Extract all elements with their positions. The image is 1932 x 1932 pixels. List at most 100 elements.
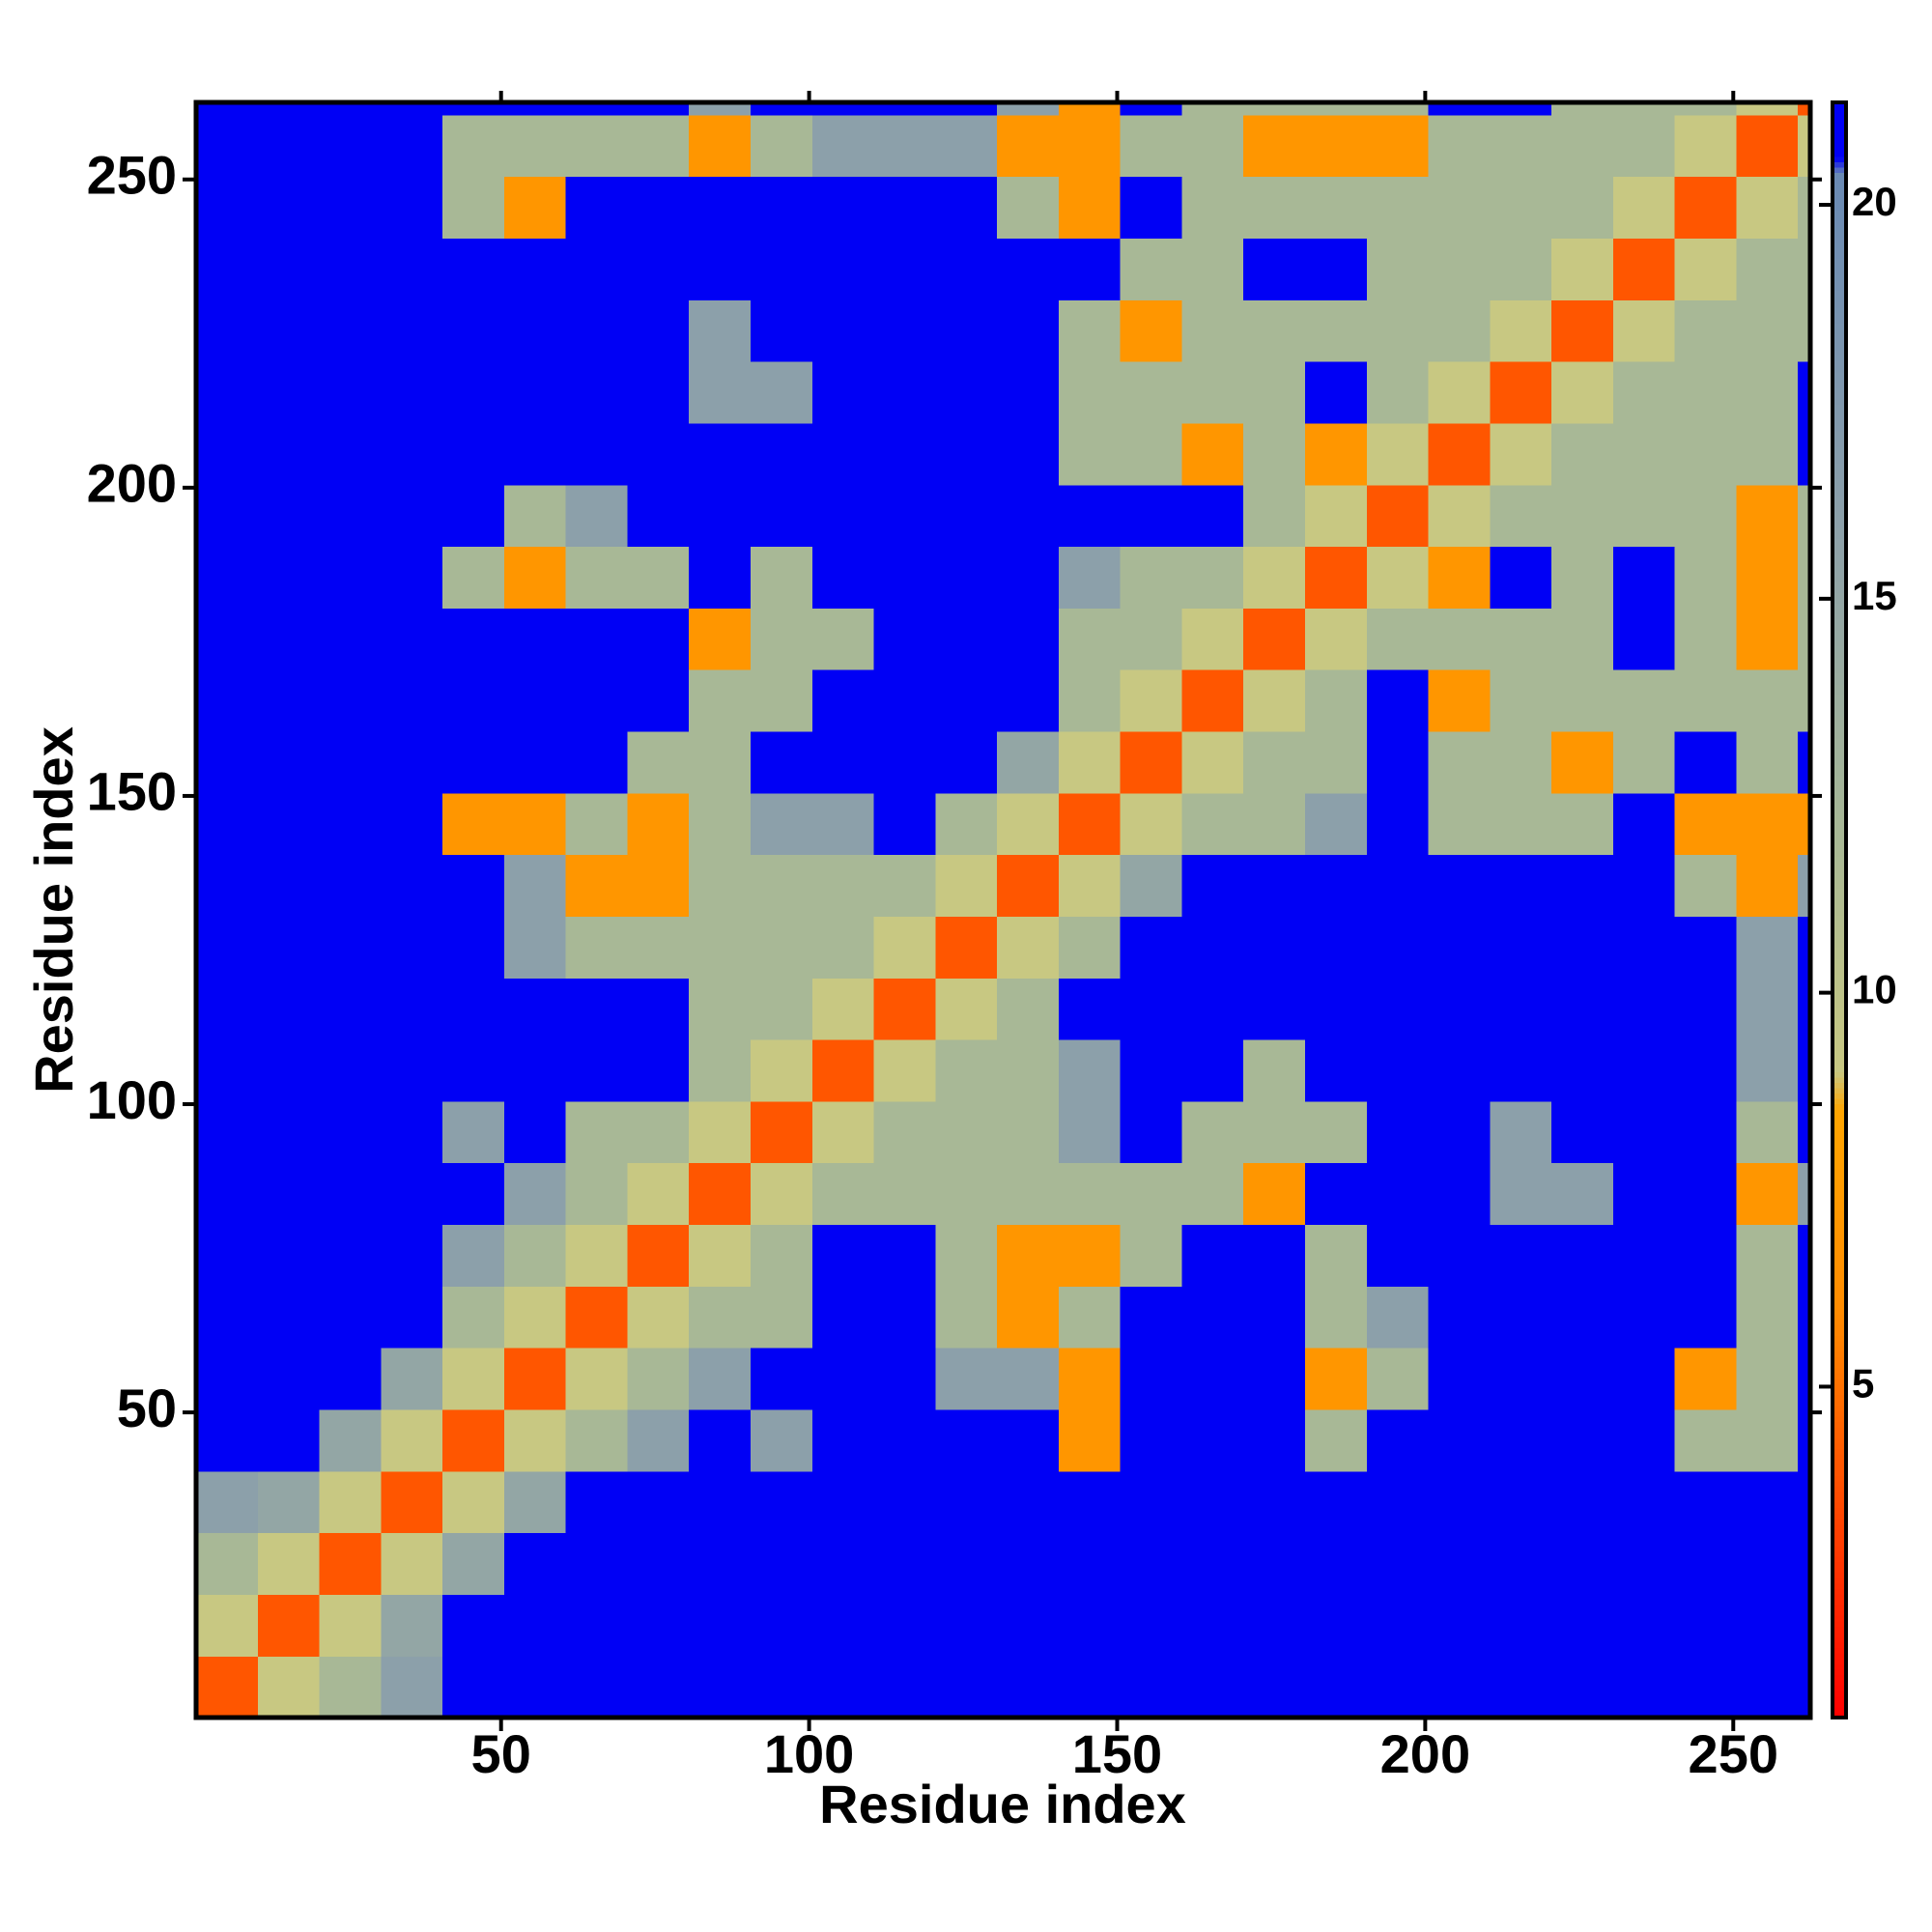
heatmap-cell (1181, 546, 1244, 609)
heatmap-cell (935, 484, 998, 548)
colorbar-strip (1833, 1491, 1846, 1498)
colorbar-strip (1833, 1314, 1846, 1321)
heatmap-cell (1612, 114, 1676, 178)
heatmap-cell (1674, 730, 1738, 794)
heatmap-cell (196, 792, 259, 856)
x-tick-label: 200 (1380, 1723, 1470, 1784)
heatmap-cell (873, 176, 936, 239)
heatmap-cell (1120, 422, 1183, 486)
heatmap-cell (1798, 1408, 1811, 1472)
heatmap-cell (196, 299, 259, 362)
heatmap-cell (1736, 730, 1799, 794)
heatmap-cell (1366, 608, 1430, 670)
heatmap-cell (1305, 1100, 1368, 1164)
heatmap-cell (1612, 916, 1676, 979)
heatmap-cell (565, 1348, 629, 1410)
heatmap-cell (627, 730, 690, 794)
heatmap-cell (1120, 1224, 1183, 1287)
colorbar-strip (1833, 635, 1846, 641)
colorbar-strip (1833, 1410, 1846, 1417)
heatmap-cell (1612, 730, 1676, 794)
heatmap-cell (997, 1594, 1060, 1657)
heatmap-cell (751, 792, 813, 856)
heatmap-cell (811, 1162, 875, 1226)
heatmap-cell (1612, 1594, 1676, 1657)
heatmap-cell (1674, 114, 1738, 178)
heatmap-cell (873, 1470, 936, 1534)
colorbar-strip (1833, 156, 1846, 162)
heatmap-cell (1120, 1594, 1183, 1657)
colorbar-strip (1833, 592, 1846, 599)
colorbar-strip (1833, 1609, 1846, 1616)
colorbar-strip (1833, 710, 1846, 717)
heatmap-cell (997, 1656, 1060, 1719)
heatmap-cell (1428, 916, 1491, 979)
heatmap-cell (381, 608, 443, 670)
colorbar-strip (1833, 549, 1846, 555)
heatmap-cell (1798, 1162, 1811, 1226)
colorbar-strip (1833, 867, 1846, 873)
heatmap-cell (1736, 1162, 1799, 1226)
colorbar-strip (1833, 247, 1846, 254)
heatmap-cell (381, 238, 443, 300)
heatmap-cell (503, 916, 567, 979)
colorbar-strip (1833, 1168, 1846, 1175)
colorbar-strip (1833, 1421, 1846, 1428)
colorbar-strip (1833, 1249, 1846, 1256)
heatmap-cell (1612, 238, 1676, 300)
heatmap-cell (257, 546, 321, 609)
colorbar-strip (1833, 1001, 1846, 1008)
colorbar-strip (1833, 726, 1846, 733)
heatmap-cell (1305, 299, 1368, 362)
colorbar-strip (1833, 1442, 1846, 1449)
heatmap-cell (565, 1224, 629, 1287)
colorbar-strip (1833, 576, 1846, 582)
colorbar-strip (1833, 770, 1846, 777)
colorbar-strip (1833, 350, 1846, 356)
heatmap-cell (935, 102, 998, 116)
plot-frame (193, 99, 1813, 1720)
heatmap-cell (997, 1039, 1060, 1102)
heatmap-cell (1428, 1594, 1491, 1657)
colorbar-strip (1833, 215, 1846, 222)
heatmap-cell (997, 1162, 1060, 1226)
heatmap-cell (1120, 1100, 1183, 1164)
heatmap-cell (627, 422, 690, 486)
heatmap-cell (997, 1408, 1060, 1472)
heatmap-cell (319, 608, 382, 670)
colorbar-frame (1831, 100, 1848, 1719)
heatmap-cell (1305, 102, 1368, 116)
heatmap-cell (1181, 1039, 1244, 1102)
heatmap-cell (257, 1162, 321, 1226)
heatmap-cell (381, 669, 443, 732)
colorbar-strip (1833, 785, 1846, 792)
heatmap-cell (257, 238, 321, 300)
heatmap-cell (627, 1100, 690, 1164)
heatmap-cell (442, 1224, 505, 1287)
heatmap-cell (565, 422, 629, 486)
heatmap-cell (627, 608, 690, 670)
colorbar-strip (1833, 1415, 1846, 1423)
colorbar-strip (1833, 344, 1846, 351)
heatmap-cell (873, 299, 936, 362)
heatmap-cell (751, 1532, 813, 1595)
heatmap-cell (1428, 176, 1491, 239)
heatmap-cell (627, 1408, 690, 1472)
heatmap-cell (1181, 1100, 1244, 1164)
heatmap-cell (1612, 1162, 1676, 1226)
heatmap-cell (1120, 978, 1183, 1040)
heatmap-cell (1736, 238, 1799, 300)
heatmap-cell (689, 669, 752, 732)
heatmap-cell (1674, 299, 1738, 362)
heatmap-cell (935, 176, 998, 239)
heatmap-cell (319, 114, 382, 178)
heatmap-cell (319, 792, 382, 856)
colorbar-strip (1833, 506, 1846, 513)
colorbar-strip (1833, 1233, 1846, 1239)
heatmap-cell (442, 669, 505, 732)
heatmap-cell (1181, 1162, 1244, 1226)
heatmap-cell (503, 730, 567, 794)
heatmap-cell (1428, 854, 1491, 917)
heatmap-cell (381, 546, 443, 609)
heatmap-cell (1674, 1224, 1738, 1287)
